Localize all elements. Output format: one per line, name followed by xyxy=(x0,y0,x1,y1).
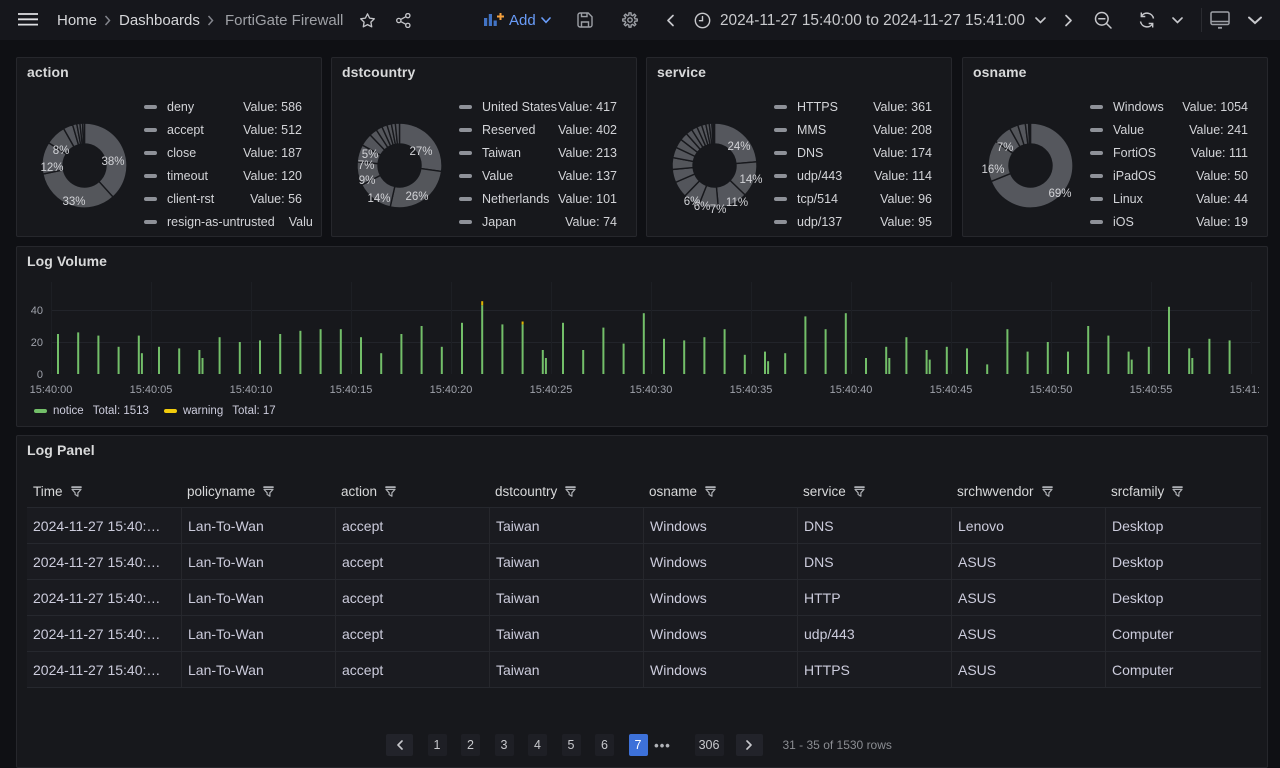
svg-text:15:40:10: 15:40:10 xyxy=(230,384,273,396)
svg-text:15:40:50: 15:40:50 xyxy=(1030,384,1073,396)
svg-text:0: 0 xyxy=(37,369,43,381)
svg-text:15:40:35: 15:40:35 xyxy=(730,384,773,396)
svg-text:15:40:05: 15:40:05 xyxy=(130,384,173,396)
svg-text:15:40:30: 15:40:30 xyxy=(630,384,673,396)
svg-text:15:40:45: 15:40:45 xyxy=(930,384,973,396)
svg-text:15:40:15: 15:40:15 xyxy=(330,384,373,396)
svg-text:15:40:40: 15:40:40 xyxy=(830,384,873,396)
svg-text:15:40:55: 15:40:55 xyxy=(1130,384,1173,396)
svg-text:15:40:00: 15:40:00 xyxy=(30,384,73,396)
svg-text:15:40:20: 15:40:20 xyxy=(430,384,473,396)
svg-text:40: 40 xyxy=(31,305,43,317)
svg-text:20: 20 xyxy=(31,337,43,349)
svg-text:15:41:00: 15:41:00 xyxy=(1230,384,1269,396)
svg-text:15:40:25: 15:40:25 xyxy=(530,384,573,396)
